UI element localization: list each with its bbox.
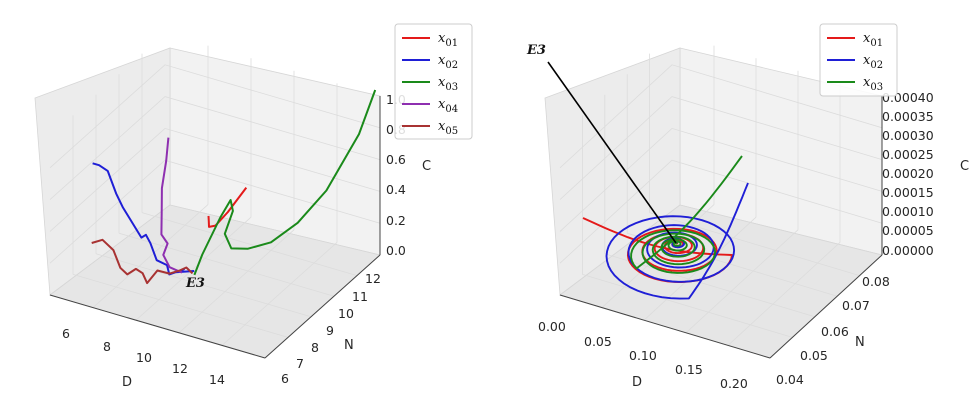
right-legend-frame: [819, 23, 898, 97]
right-x-tick: 0.00: [538, 319, 566, 334]
right-x-tick: 0.15: [675, 362, 703, 377]
right-x-axis-label: D: [632, 375, 642, 390]
left-z-tick: 0.0: [386, 243, 406, 258]
left-z-axis-label: C: [422, 159, 431, 174]
right-x-axis-line: [559, 294, 771, 359]
series-line-x03: [193, 89, 377, 276]
left-x-axis-line: [49, 294, 266, 359]
right-z-tick: 0.00010: [882, 204, 934, 219]
left-legend-frame: [394, 23, 473, 140]
right-z-tick: 0.00005: [882, 223, 934, 238]
left-y-tick: 10: [338, 306, 354, 321]
gridline: [559, 64, 883, 169]
right-equilibrium-pointer: [547, 61, 677, 244]
left-x-tick: 12: [172, 361, 188, 376]
left-x-tick: 8: [103, 339, 111, 354]
left-z-tick: 0.2: [386, 213, 406, 228]
left-series-lines: [91, 89, 377, 285]
gridline: [49, 96, 381, 200]
right-z-tick: 0.00030: [882, 128, 934, 143]
gridline: [582, 274, 793, 338]
right-y-tick: 0.08: [862, 274, 890, 289]
right-z-tick: 0.00020: [882, 166, 934, 181]
right-y-tick: 0.04: [776, 372, 804, 387]
left-y-tick: 8: [311, 340, 319, 355]
left-y-tick: 9: [326, 323, 334, 338]
left-y-tick: 12: [365, 271, 381, 286]
left-y-axis-line: [264, 254, 381, 359]
series-line-x01: [207, 186, 248, 228]
series-line-x04: [160, 137, 183, 274]
gridline: [95, 253, 312, 318]
right-z-tick: 0.00035: [882, 109, 934, 124]
right-z-tick: 0.00000: [882, 243, 934, 258]
left-x-tick: 14: [209, 372, 225, 387]
gridline: [559, 96, 883, 200]
gridline: [178, 229, 295, 334]
gridline: [118, 232, 335, 297]
gridline: [604, 253, 815, 318]
left-x-axis-label: D: [122, 375, 132, 390]
right-y-tick: 0.05: [800, 348, 828, 363]
gridline: [49, 64, 381, 169]
gridline: [135, 216, 252, 321]
left-z-tick: 0.4: [386, 182, 406, 197]
left-gridlines: [49, 45, 381, 346]
gridline: [72, 274, 289, 338]
left-y-tick: 6: [281, 371, 289, 386]
left-x-tick: 6: [62, 326, 70, 341]
right-z-tick: 0.00015: [882, 185, 934, 200]
right-gridlines: [559, 45, 883, 346]
gridline: [559, 159, 883, 264]
gridline: [727, 242, 841, 346]
left-y-axis-label: N: [344, 338, 354, 353]
right-x-tick: 0.20: [720, 376, 748, 391]
right-z-tick: 0.00025: [882, 147, 934, 162]
left-equilibrium-label: E3: [185, 276, 205, 291]
gridline: [141, 212, 358, 276]
right-y-tick: 0.06: [821, 324, 849, 339]
left-y-tick: 7: [296, 356, 304, 371]
right-y-axis-line: [769, 254, 883, 359]
left-z-tick: 0.6: [386, 152, 406, 167]
gridline: [685, 229, 799, 334]
series-line-x02: [605, 182, 749, 300]
left-y-tick: 11: [352, 289, 368, 304]
gridline: [49, 159, 381, 264]
gridline: [559, 127, 883, 232]
right-equilibrium-label: E3: [526, 43, 546, 58]
right-series-lines: [582, 155, 749, 300]
gridline: [221, 242, 338, 346]
left-x-tick: 10: [136, 350, 152, 365]
series-line-x05: [91, 238, 194, 285]
series-line-x03: [630, 155, 743, 274]
right-y-tick: 0.07: [842, 298, 870, 313]
right-x-tick: 0.05: [584, 334, 612, 349]
right-z-axis-label: C: [960, 159, 969, 174]
gridline: [49, 127, 381, 232]
right-x-tick: 0.10: [629, 348, 657, 363]
gridline: [92, 204, 209, 308]
right-3d-chart: 0.00 0.05 0.10 0.15 0.20 D 0.04 0.05 0.0…: [526, 23, 969, 391]
gridline: [649, 212, 860, 276]
left-3d-chart: 6 8 10 12 14 D 6 7 8 9 10 11 12 N 0.0 0.…: [34, 23, 473, 390]
right-y-axis-label: N: [855, 335, 865, 350]
